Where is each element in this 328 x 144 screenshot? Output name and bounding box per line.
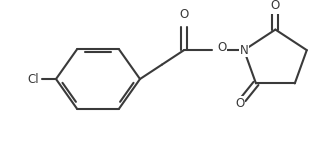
Text: O: O <box>271 0 280 12</box>
Text: O: O <box>179 8 189 21</box>
Text: N: N <box>240 44 248 57</box>
Text: O: O <box>217 41 226 54</box>
Text: O: O <box>236 97 245 110</box>
Text: N: N <box>240 44 248 57</box>
Text: Cl: Cl <box>27 73 39 86</box>
